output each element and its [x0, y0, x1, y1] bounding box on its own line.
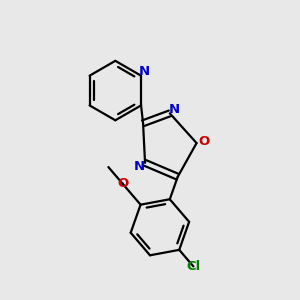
Text: N: N — [134, 160, 145, 173]
Text: N: N — [139, 65, 150, 78]
Text: O: O — [117, 177, 128, 190]
Text: N: N — [169, 103, 180, 116]
Text: Cl: Cl — [186, 260, 200, 273]
Text: O: O — [199, 135, 210, 148]
